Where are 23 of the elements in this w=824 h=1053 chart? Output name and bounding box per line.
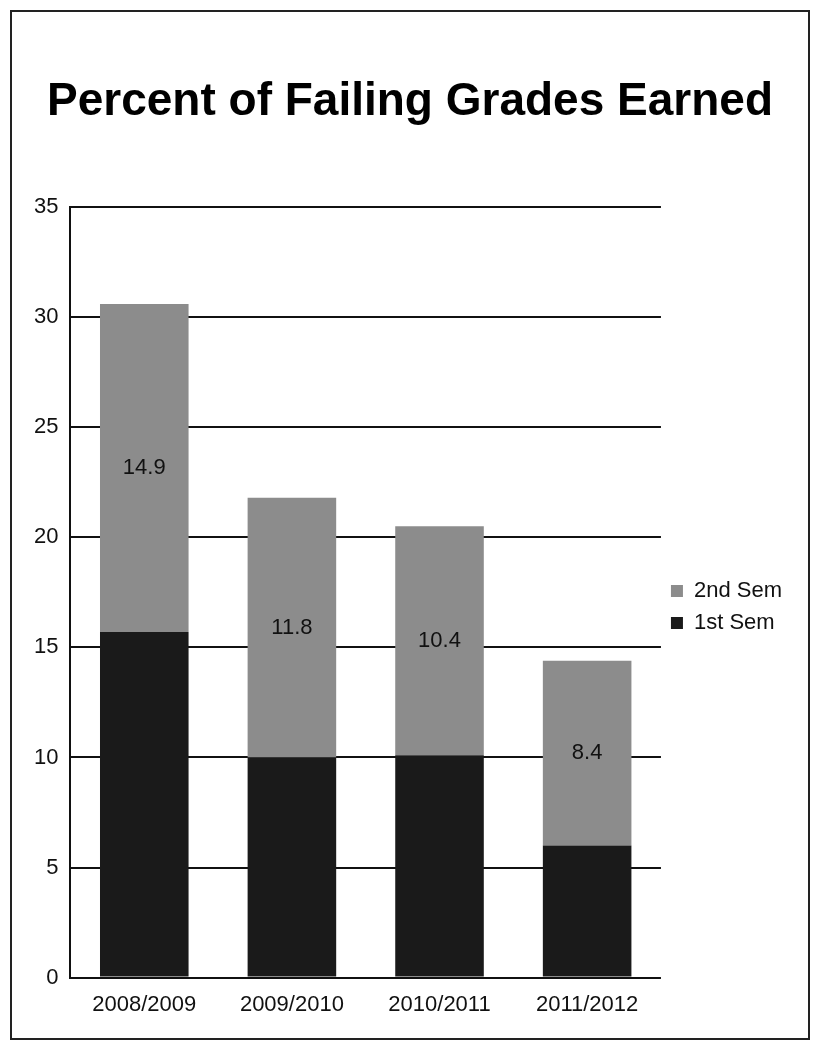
legend-label: 1st Sem [693,609,775,635]
x-tick-label: 2010/2011 [388,990,491,1016]
y-tick-label: 0 [46,963,59,989]
x-tick-label: 2009/2010 [239,990,344,1016]
y-tick-label: 10 [33,743,59,769]
bar [395,526,484,756]
data-label: 11.8 [271,613,313,639]
legend-label: 2nd Sem [693,577,783,603]
bar [247,497,337,758]
data-label: 14.9 [122,454,166,480]
bar [542,660,632,846]
y-tick-label: 15 [33,633,59,659]
data-label: 10.4 [418,626,461,652]
y-tick-label: 30 [33,303,59,329]
y-tick-label: 5 [46,853,59,879]
x-tick-label: 2011/2012 [535,990,639,1016]
bar [99,304,189,633]
x-tick-label: 2008/2009 [92,990,197,1016]
y-tick-label: 25 [33,413,59,439]
y-tick-label: 20 [33,523,59,549]
y-tick-label: 35 [33,193,59,219]
data-label: 8.4 [571,739,603,765]
chart-title: Percent of Failing Grades Earned [46,72,774,126]
